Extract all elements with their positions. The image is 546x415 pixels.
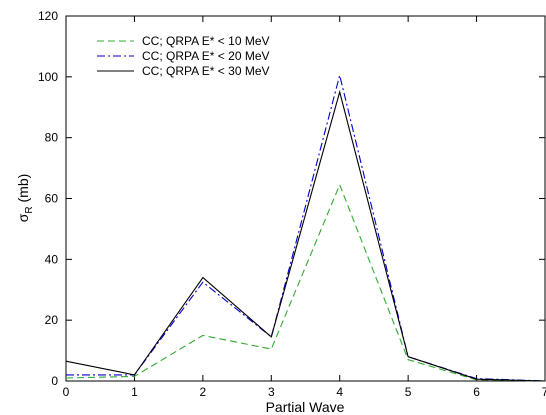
y-tick-label: 120 — [38, 9, 58, 23]
y-tick-label: 80 — [45, 131, 59, 145]
x-tick-label: 5 — [405, 385, 412, 399]
y-axis-title: σR (mb) — [15, 174, 35, 223]
x-tick-label: 0 — [63, 385, 70, 399]
legend-label-3: CC; QRPA E* < 30 MeV — [142, 64, 270, 78]
y-axis-title-sub: R — [24, 206, 35, 213]
series-line-1 — [65, 183, 546, 382]
x-tick-label: 2 — [200, 385, 207, 399]
legend-label-1: CC; QRPA E* < 10 MeV — [142, 34, 270, 48]
tick-labels: 0 1 2 3 4 5 6 7 0 20 40 60 80 100 120 — [38, 9, 546, 399]
x-axis-title: Partial Wave — [266, 399, 345, 415]
series-lines — [65, 75, 546, 382]
y-tick-label: 0 — [51, 374, 58, 388]
y-tick-label: 100 — [38, 70, 58, 84]
y-axis-title-main: σ — [15, 213, 31, 222]
y-tick-label: 20 — [45, 313, 59, 327]
series-line-3 — [65, 89, 546, 382]
y-tick-label: 40 — [45, 252, 59, 266]
x-tick-label: 3 — [268, 385, 275, 399]
x-tick-label: 4 — [336, 385, 343, 399]
y-axis-title-unit: (mb) — [15, 174, 31, 207]
plot-area — [65, 15, 546, 382]
x-tick-label: 6 — [473, 385, 480, 399]
legend-label-2: CC; QRPA E* < 20 MeV — [142, 49, 270, 63]
x-tick-label: 7 — [542, 385, 546, 399]
x-tick-label: 1 — [131, 385, 138, 399]
y-tick-label: 60 — [45, 192, 59, 206]
